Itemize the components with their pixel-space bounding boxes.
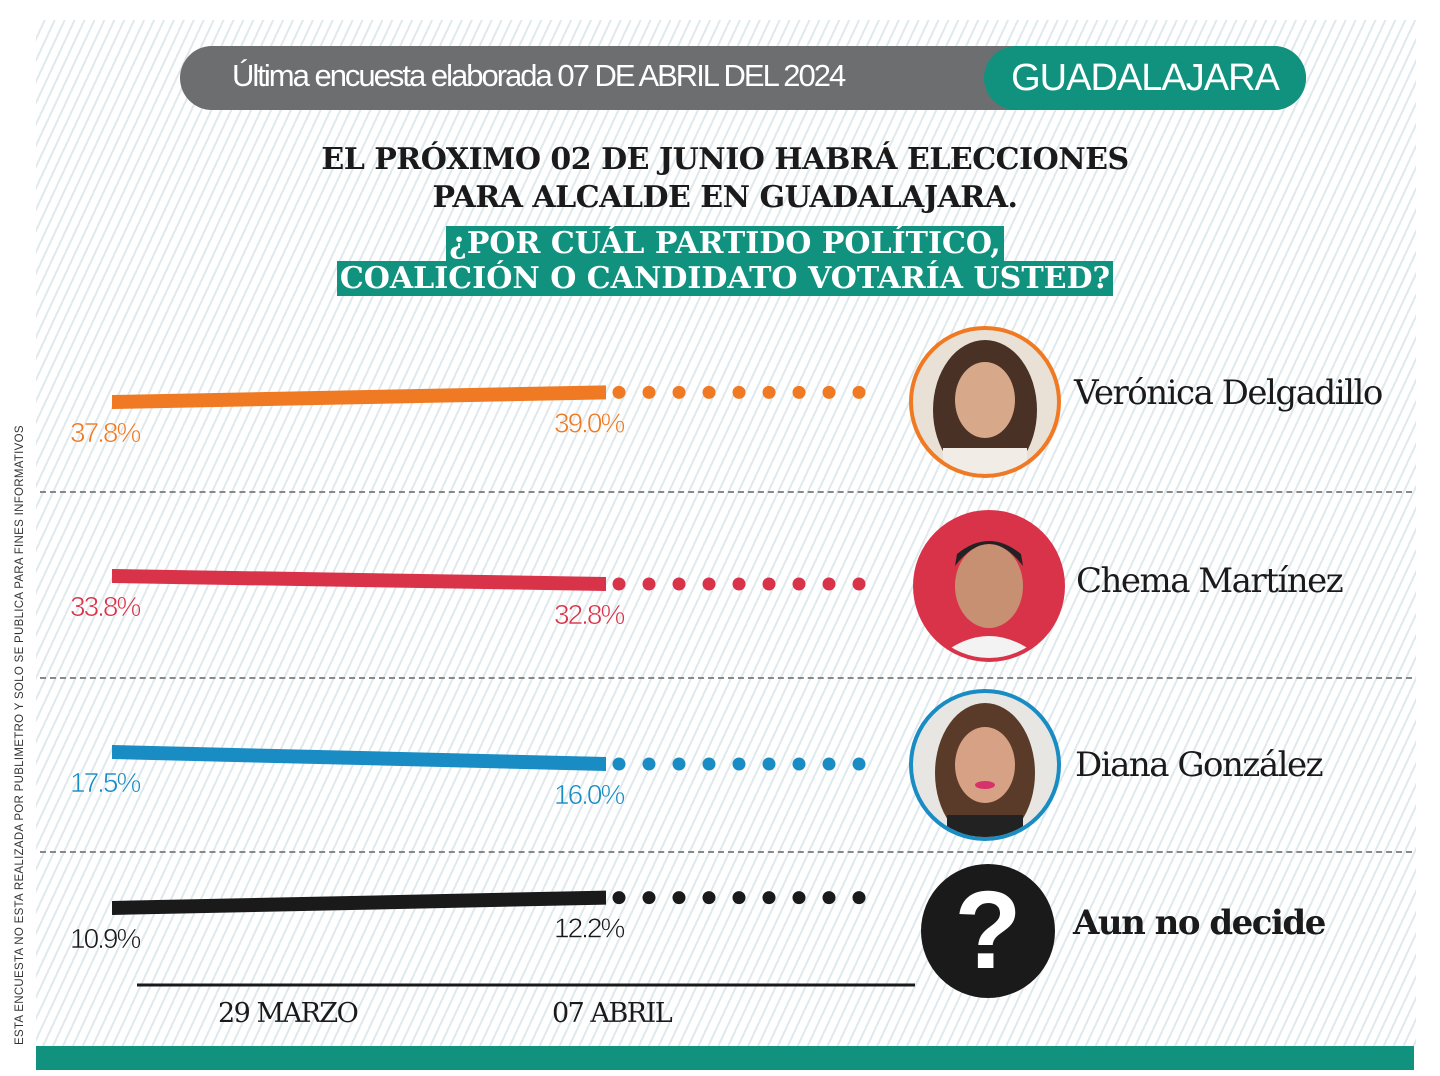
data-label: 16.0% [554,779,624,810]
projection-dot [702,757,716,771]
footer-bar [36,1046,1414,1070]
projection-dot [792,891,806,905]
series-line-segment [112,385,606,409]
projection-dot [852,891,866,905]
survey-date: Última encuesta elaborada 07 DE ABRIL DE… [232,58,846,93]
x-tick-label: 29 MARZO [218,998,359,1029]
candidate-name: Aun no decide [1073,903,1326,943]
projection-dot [732,577,746,591]
projection-dot [612,757,626,771]
projection-dot [732,757,746,771]
projection-dot [792,385,806,399]
candidate-name: Verónica Delgadillo [1074,373,1383,413]
projection-dot [612,891,626,905]
row-divider [40,491,1412,493]
projection-dot [732,385,746,399]
projection-dot [612,577,626,591]
projection-dot [672,757,686,771]
projection-dot [822,757,836,771]
striped-background [36,20,1416,1050]
data-label: 39.0% [554,407,624,438]
projection-dot [702,385,716,399]
projection-dot [792,577,806,591]
projection-dot [852,577,866,591]
projection-dot [642,757,656,771]
series-line-segment [112,890,606,915]
data-label: 33.8% [70,591,140,622]
projection-dot [762,385,776,399]
projection-dot [762,891,776,905]
projection-dot [822,891,836,905]
projection-dot [702,577,716,591]
candidate-photo-chema [913,510,1065,662]
series-line-segment [112,745,606,771]
x-tick-label: 07 ABRIL [552,998,673,1029]
candidate-name: Chema Martínez [1076,561,1344,601]
projection-dot [852,757,866,771]
projection-dot [852,385,866,399]
projection-dot [642,891,656,905]
projection-dot [792,757,806,771]
title-line-1: EL PRÓXIMO 02 DE JUNIO HABRÁ ELECCIONES [321,142,1129,177]
projection-dot [672,385,686,399]
title-line-2: PARA ALCALDE EN GUADALAJARA. [432,180,1018,215]
projection-dot [822,385,836,399]
data-label: 17.5% [70,767,140,798]
row-divider [40,677,1412,679]
projection-dot [642,385,656,399]
candidate-photo-diana [909,689,1061,841]
data-label: 12.2% [554,913,624,944]
projection-dot [642,577,656,591]
projection-dot [612,385,626,399]
row-divider [40,851,1412,853]
candidate-photo-veronica [909,326,1061,478]
city-badge: GUADALAJARA [984,46,1306,110]
projection-dot [822,577,836,591]
data-label: 10.9% [70,923,140,954]
question-line-2: COALICIÓN O CANDIDATO VOTARÍA USTED? [336,261,1114,296]
projection-dot [762,577,776,591]
projection-dot [672,577,686,591]
projection-dot [702,891,716,905]
projection-dot [732,891,746,905]
series-line-segment [112,569,606,591]
candidate-name: Diana González [1075,745,1324,785]
projection-dot [762,757,776,771]
projection-dot [672,891,686,905]
question-mark-icon: ? [921,864,1055,998]
question-line-1: ¿POR CUÁL PARTIDO POLÍTICO, [446,226,1004,261]
data-label: 37.8% [70,417,140,448]
data-label: 32.8% [554,599,624,630]
